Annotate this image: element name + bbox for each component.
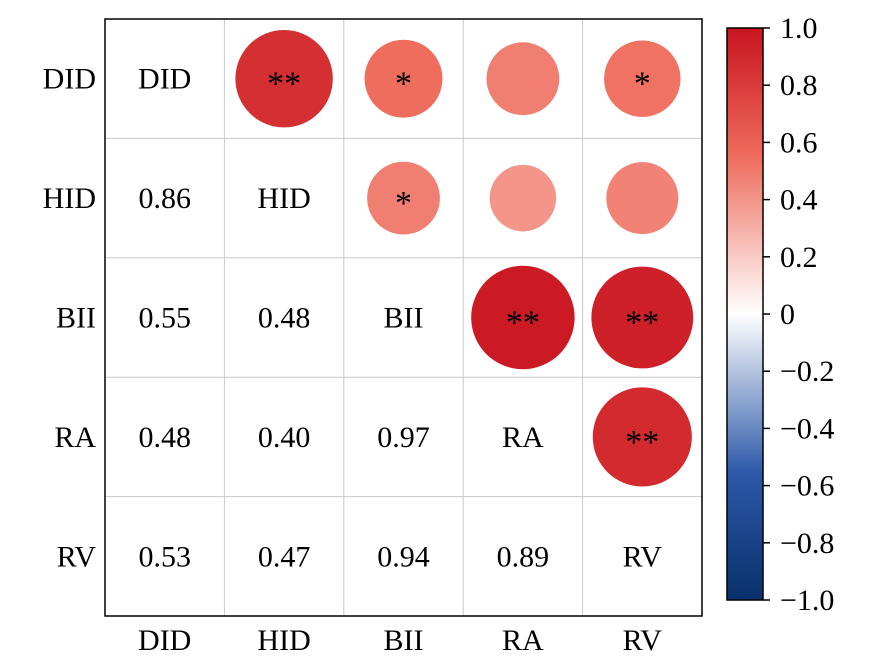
- significance-marker: **: [625, 424, 659, 461]
- correlation-value: 0.47: [258, 540, 311, 573]
- colorbar-tick-label: 0: [780, 298, 795, 331]
- significance-marker: **: [267, 66, 301, 103]
- correlation-value: 0.55: [138, 302, 191, 335]
- cell-labels: DID ** * *0.86 HID *0.55 0.48 BII ** **0.48 0.40 0.…: [138, 63, 662, 574]
- significance-marker: *: [395, 66, 412, 103]
- diagonal-label: DID: [138, 63, 191, 96]
- correlation-circle: [486, 42, 560, 116]
- y-tick-label: DID: [43, 63, 96, 96]
- y-tick-label: HID: [43, 182, 96, 215]
- colorbar-tick-label: −1.0: [780, 584, 834, 617]
- x-tick-label: RV: [623, 624, 663, 657]
- colorbar-tick-label: −0.2: [780, 355, 834, 388]
- y-tick-label: RV: [57, 540, 97, 573]
- colorbar: 1.0 0.8 0.6 0.4 0.2 0 −0.2 −0.4 −0.6 −0.8 −1.0: [726, 12, 834, 617]
- colorbar-tick-label: 1.0: [780, 12, 818, 45]
- x-tick-label: HID: [257, 624, 310, 657]
- diagonal-label: RV: [623, 540, 663, 573]
- correlation-value: 0.89: [497, 540, 550, 573]
- colorbar-tick-label: −0.8: [780, 527, 834, 560]
- y-tick-label: BII: [56, 302, 96, 335]
- colorbar-tick-label: −0.6: [780, 470, 834, 503]
- colorbar-tick-label: −0.4: [780, 412, 834, 445]
- axis-labels: DID DID HID HID BII BII RA RA RV RV: [43, 63, 663, 657]
- significance-marker: *: [395, 185, 412, 222]
- significance-marker: *: [634, 66, 651, 103]
- x-tick-label: RA: [502, 624, 544, 657]
- x-tick-label: DID: [138, 624, 191, 657]
- correlation-circle: [606, 162, 679, 235]
- correlation-circles: [235, 29, 694, 487]
- correlation-value: 0.48: [258, 302, 311, 335]
- colorbar-gradient: [726, 27, 764, 601]
- correlation-circle: [364, 39, 443, 118]
- significance-marker: **: [506, 305, 540, 342]
- plot-frame: [104, 18, 703, 617]
- colorbar-tick-label: 0.6: [780, 126, 818, 159]
- correlation-circle: [592, 387, 692, 487]
- correlation-circle: [591, 266, 694, 369]
- correlation-value: 0.86: [138, 182, 191, 215]
- diagonal-label: BII: [384, 302, 424, 335]
- correlation-value: 0.94: [377, 540, 430, 573]
- colorbar-tick-label: 0.2: [780, 241, 818, 274]
- significance-marker: **: [625, 305, 659, 342]
- correlation-value: 0.40: [258, 421, 311, 454]
- correlation-circle: [471, 265, 575, 370]
- y-tick-label: RA: [54, 421, 96, 454]
- correlation-value: 0.97: [377, 421, 430, 454]
- diagonal-label: HID: [257, 182, 310, 215]
- correlation-circle: [489, 164, 557, 232]
- x-tick-label: BII: [384, 624, 424, 657]
- correlation-circle: [367, 161, 440, 235]
- diagonal-label: RA: [502, 421, 544, 454]
- correlation-circle: [235, 29, 333, 128]
- colorbar-tick-label: 0.8: [780, 69, 818, 102]
- correlation-value: 0.53: [138, 540, 191, 573]
- correlation-value: 0.48: [138, 421, 191, 454]
- correlation-circle: [604, 40, 681, 117]
- grid-lines: [105, 19, 702, 616]
- colorbar-tick-label: 0.4: [780, 184, 818, 217]
